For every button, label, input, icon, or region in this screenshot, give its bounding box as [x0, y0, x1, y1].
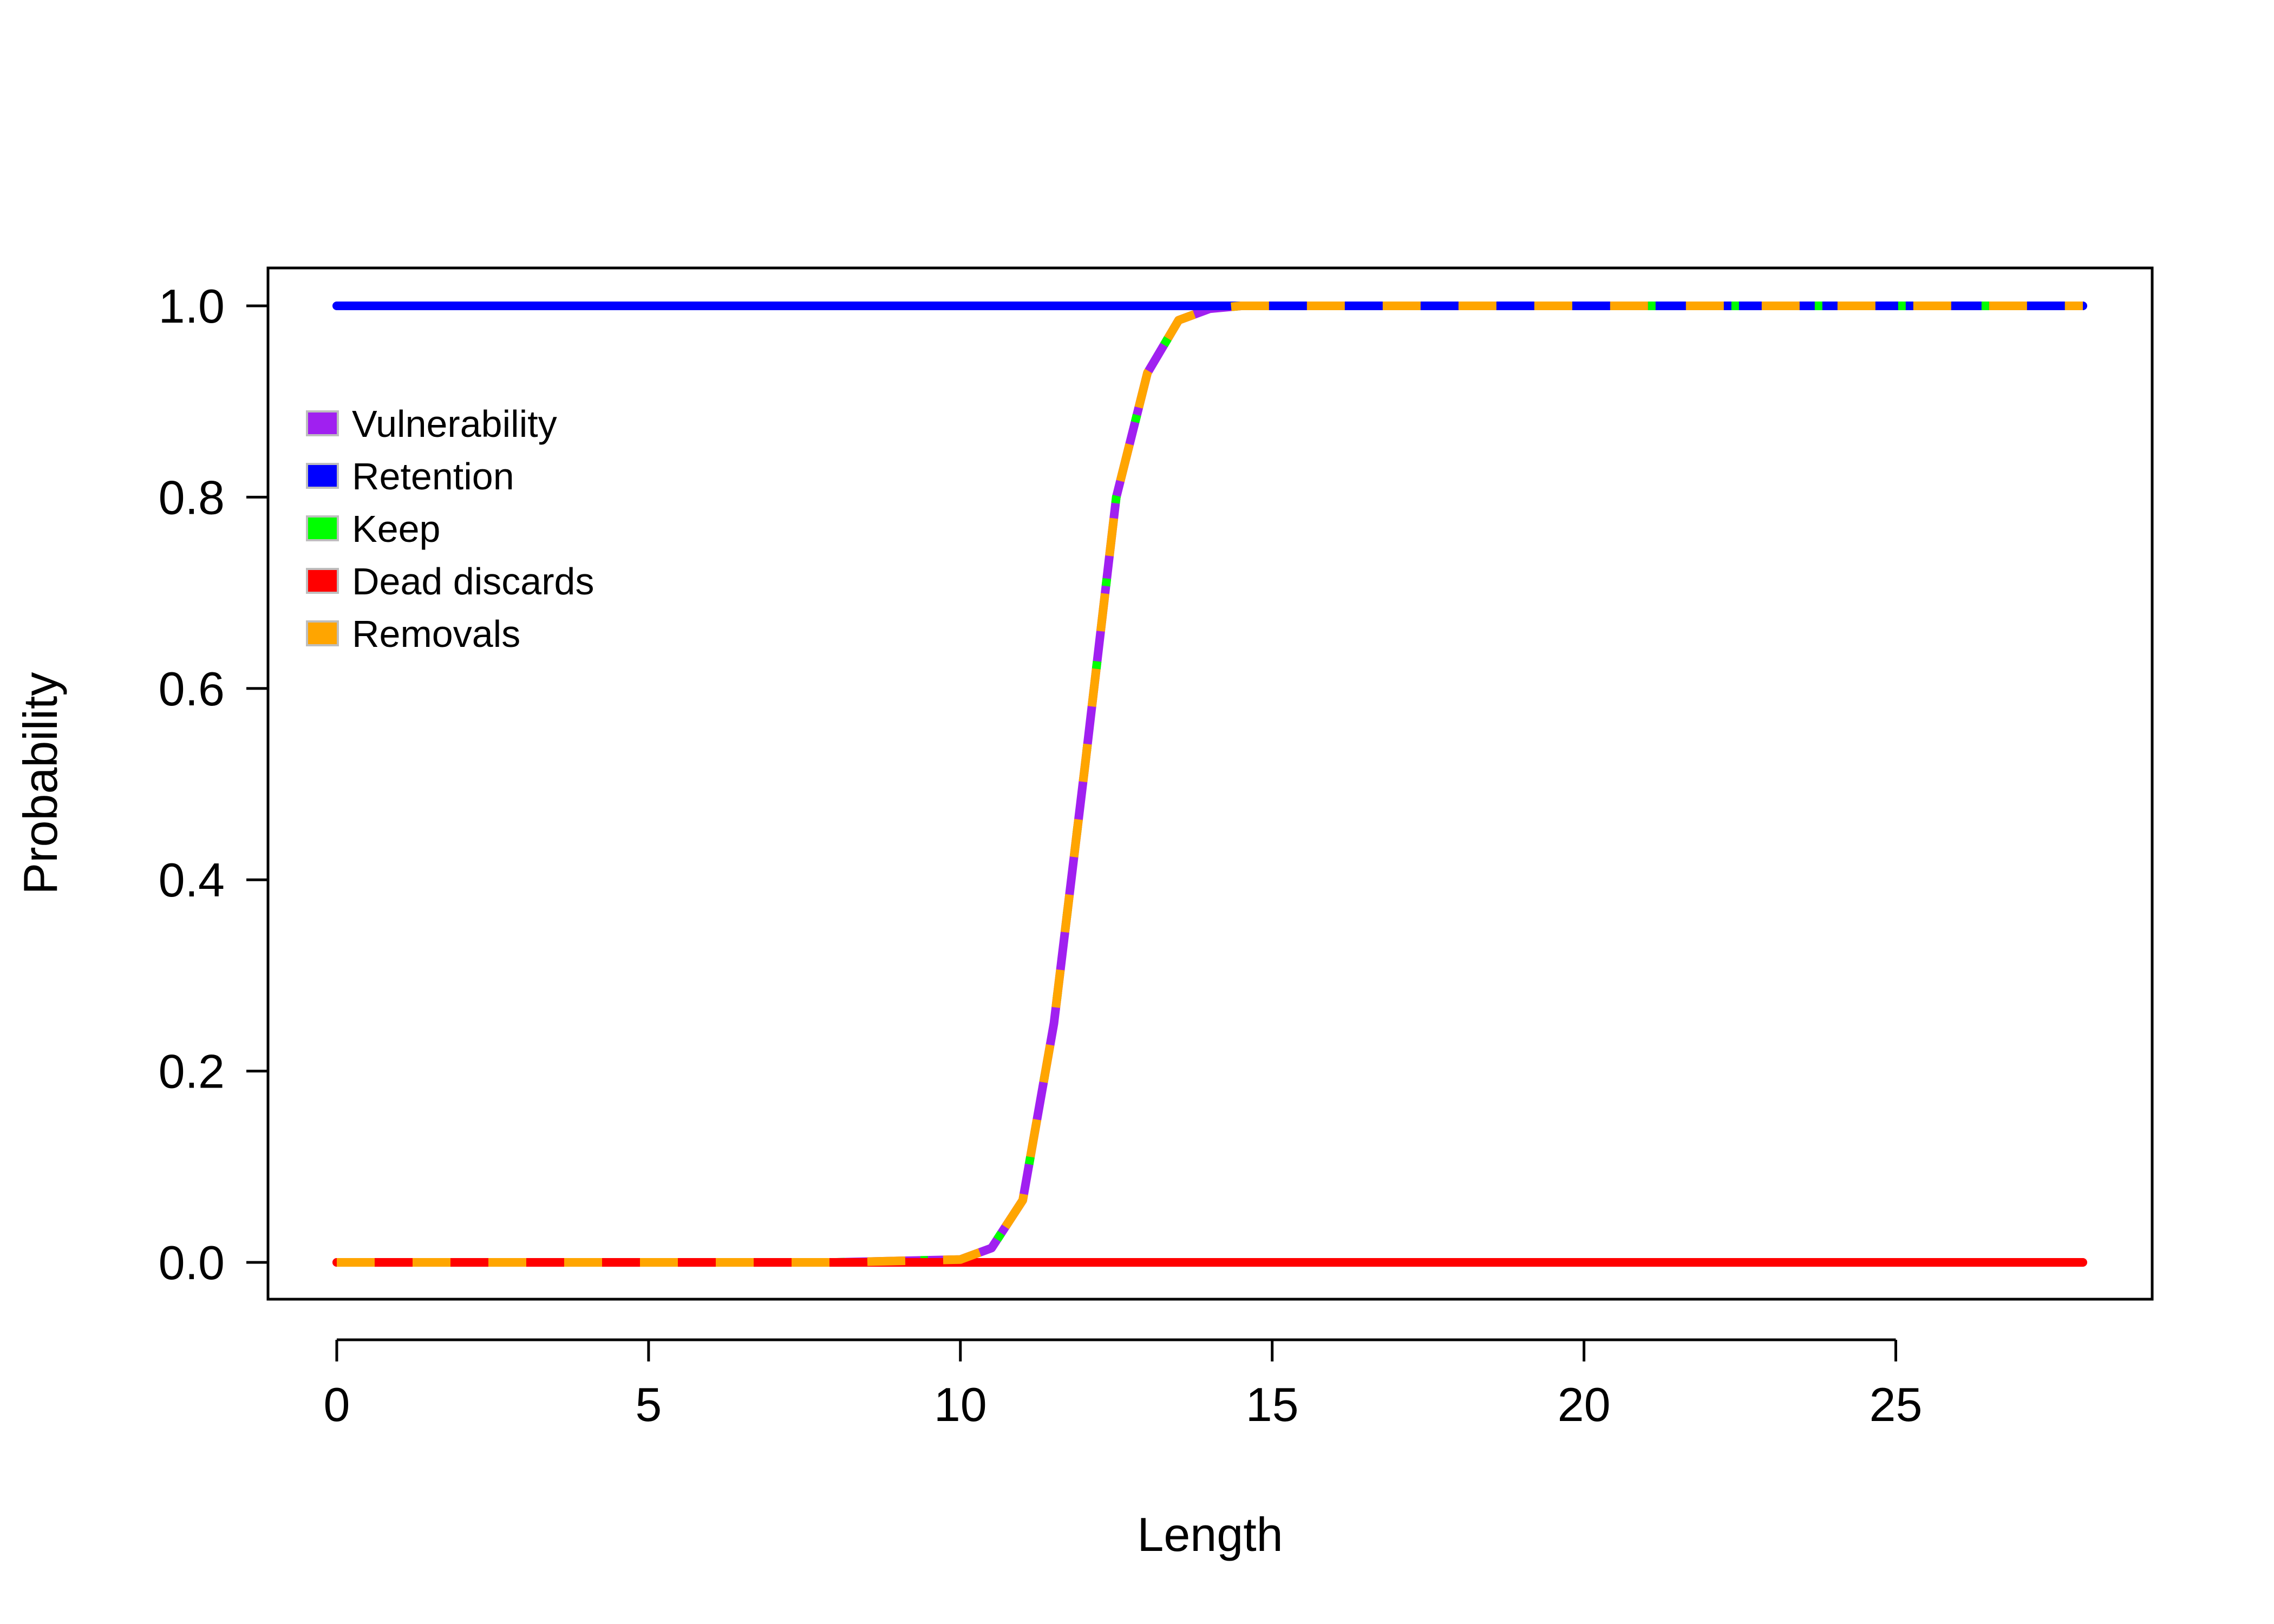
legend-swatch [306, 568, 339, 594]
y-axis: 0.0 0.2 0.4 0.6 0.8 1.0 [159, 279, 270, 1289]
x-tick-label: 20 [1558, 1378, 1611, 1431]
legend: Vulnerability Retention Keep Dead discards R… [306, 403, 594, 655]
x-axis: 0 5 10 15 20 25 [324, 1338, 1923, 1431]
legend-swatch [306, 463, 339, 489]
x-tick-label: 5 [635, 1378, 662, 1431]
y-tick-label: 0.6 [159, 662, 225, 716]
x-tick-label: 0 [324, 1378, 350, 1431]
legend-label: Retention [352, 455, 514, 497]
y-tick-label: 0.4 [159, 853, 225, 907]
legend-swatch [306, 620, 339, 646]
y-tick-label: 1.0 [159, 279, 225, 333]
legend-swatch [306, 410, 339, 436]
x-tick-label: 15 [1246, 1378, 1299, 1431]
series-line-vulnerability [332, 302, 2087, 1267]
y-tick-label: 0.8 [159, 470, 225, 524]
x-axis-title: Length [1137, 1508, 1283, 1561]
y-tick-label: 0.0 [159, 1236, 225, 1289]
y-axis-title: Probability [14, 672, 67, 895]
series-layer [332, 302, 2087, 1267]
legend-label: Keep [352, 508, 440, 550]
legend-label: Dead discards [352, 560, 594, 603]
legend-label: Vulnerability [352, 403, 557, 445]
legend-label: Removals [352, 613, 520, 655]
y-tick-label: 0.2 [159, 1045, 225, 1098]
series-line-removals [337, 302, 2083, 1267]
x-tick-label: 25 [1870, 1378, 1923, 1431]
legend-swatch [306, 515, 339, 541]
x-tick-label: 10 [934, 1378, 987, 1431]
series-line-keep [337, 302, 2083, 1267]
